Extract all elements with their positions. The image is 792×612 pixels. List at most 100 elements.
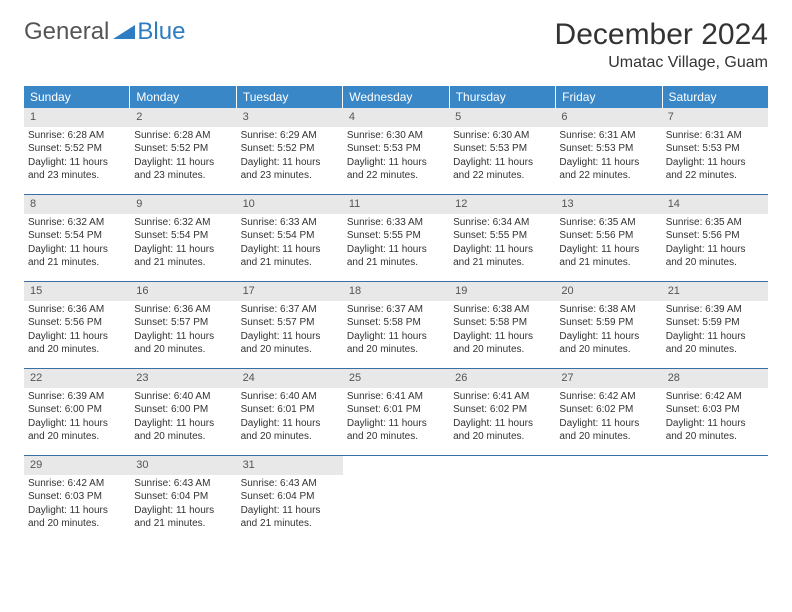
day-cell: 7Sunrise: 6:31 AMSunset: 5:53 PMDaylight… [662, 108, 768, 194]
day-cell: 1Sunrise: 6:28 AMSunset: 5:52 PMDaylight… [24, 108, 130, 194]
day-cell: 26Sunrise: 6:41 AMSunset: 6:02 PMDayligh… [449, 369, 555, 455]
sunset-line: Sunset: 5:52 PM [134, 142, 232, 156]
logo: General Blue [24, 18, 185, 46]
sunrise-line: Sunrise: 6:41 AM [453, 390, 551, 404]
day-body: Sunrise: 6:40 AMSunset: 6:01 PMDaylight:… [237, 388, 343, 450]
day-cell: 5Sunrise: 6:30 AMSunset: 5:53 PMDaylight… [449, 108, 555, 194]
day-number: 9 [130, 195, 236, 214]
daylight-line: Daylight: 11 hours and 20 minutes. [453, 330, 551, 357]
day-body: Sunrise: 6:28 AMSunset: 5:52 PMDaylight:… [24, 127, 130, 189]
sunset-line: Sunset: 5:54 PM [241, 229, 339, 243]
day-cell: 15Sunrise: 6:36 AMSunset: 5:56 PMDayligh… [24, 282, 130, 368]
sunset-line: Sunset: 5:52 PM [241, 142, 339, 156]
day-number: 6 [555, 108, 661, 127]
sunset-line: Sunset: 5:59 PM [666, 316, 764, 330]
day-cell: 17Sunrise: 6:37 AMSunset: 5:57 PMDayligh… [237, 282, 343, 368]
daylight-line: Daylight: 11 hours and 20 minutes. [559, 330, 657, 357]
logo-triangle-icon [113, 23, 135, 44]
day-cell: 22Sunrise: 6:39 AMSunset: 6:00 PMDayligh… [24, 369, 130, 455]
day-number: 17 [237, 282, 343, 301]
sunset-line: Sunset: 5:58 PM [347, 316, 445, 330]
daylight-line: Daylight: 11 hours and 22 minutes. [453, 156, 551, 183]
sunrise-line: Sunrise: 6:42 AM [666, 390, 764, 404]
week-row: 15Sunrise: 6:36 AMSunset: 5:56 PMDayligh… [24, 281, 768, 368]
day-cell: 23Sunrise: 6:40 AMSunset: 6:00 PMDayligh… [130, 369, 236, 455]
day-number: 19 [449, 282, 555, 301]
day-body: Sunrise: 6:33 AMSunset: 5:55 PMDaylight:… [343, 214, 449, 276]
daylight-line: Daylight: 11 hours and 22 minutes. [559, 156, 657, 183]
sunset-line: Sunset: 5:55 PM [347, 229, 445, 243]
sunset-line: Sunset: 6:01 PM [347, 403, 445, 417]
day-body: Sunrise: 6:43 AMSunset: 6:04 PMDaylight:… [237, 475, 343, 537]
day-number: 16 [130, 282, 236, 301]
sunset-line: Sunset: 5:53 PM [666, 142, 764, 156]
day-number: 13 [555, 195, 661, 214]
daylight-line: Daylight: 11 hours and 20 minutes. [666, 243, 764, 270]
sunrise-line: Sunrise: 6:31 AM [666, 129, 764, 143]
daylight-line: Daylight: 11 hours and 21 minutes. [241, 243, 339, 270]
day-body: Sunrise: 6:40 AMSunset: 6:00 PMDaylight:… [130, 388, 236, 450]
day-body: Sunrise: 6:38 AMSunset: 5:58 PMDaylight:… [449, 301, 555, 363]
day-cell: 29Sunrise: 6:42 AMSunset: 6:03 PMDayligh… [24, 456, 130, 542]
day-number: 31 [237, 456, 343, 475]
dow-header: Friday [556, 86, 662, 108]
day-number: 5 [449, 108, 555, 127]
sunrise-line: Sunrise: 6:40 AM [241, 390, 339, 404]
sunrise-line: Sunrise: 6:34 AM [453, 216, 551, 230]
dow-header: Saturday [663, 86, 768, 108]
sunrise-line: Sunrise: 6:38 AM [453, 303, 551, 317]
day-cell: 6Sunrise: 6:31 AMSunset: 5:53 PMDaylight… [555, 108, 661, 194]
dow-row: SundayMondayTuesdayWednesdayThursdayFrid… [24, 86, 768, 108]
day-body: Sunrise: 6:30 AMSunset: 5:53 PMDaylight:… [343, 127, 449, 189]
day-body: Sunrise: 6:31 AMSunset: 5:53 PMDaylight:… [555, 127, 661, 189]
daylight-line: Daylight: 11 hours and 23 minutes. [241, 156, 339, 183]
day-cell [555, 456, 661, 542]
day-body: Sunrise: 6:39 AMSunset: 6:00 PMDaylight:… [24, 388, 130, 450]
day-number: 25 [343, 369, 449, 388]
sunset-line: Sunset: 6:03 PM [28, 490, 126, 504]
daylight-line: Daylight: 11 hours and 21 minutes. [453, 243, 551, 270]
sunrise-line: Sunrise: 6:42 AM [559, 390, 657, 404]
sunset-line: Sunset: 6:01 PM [241, 403, 339, 417]
day-cell: 19Sunrise: 6:38 AMSunset: 5:58 PMDayligh… [449, 282, 555, 368]
sunset-line: Sunset: 5:53 PM [453, 142, 551, 156]
day-cell: 10Sunrise: 6:33 AMSunset: 5:54 PMDayligh… [237, 195, 343, 281]
sunrise-line: Sunrise: 6:38 AM [559, 303, 657, 317]
day-cell [449, 456, 555, 542]
day-body: Sunrise: 6:36 AMSunset: 5:56 PMDaylight:… [24, 301, 130, 363]
day-body: Sunrise: 6:43 AMSunset: 6:04 PMDaylight:… [130, 475, 236, 537]
sunrise-line: Sunrise: 6:36 AM [134, 303, 232, 317]
sunset-line: Sunset: 6:04 PM [134, 490, 232, 504]
sunset-line: Sunset: 5:57 PM [134, 316, 232, 330]
day-cell: 8Sunrise: 6:32 AMSunset: 5:54 PMDaylight… [24, 195, 130, 281]
day-number: 20 [555, 282, 661, 301]
sunset-line: Sunset: 5:54 PM [134, 229, 232, 243]
day-cell [662, 456, 768, 542]
sunrise-line: Sunrise: 6:36 AM [28, 303, 126, 317]
sunset-line: Sunset: 5:56 PM [559, 229, 657, 243]
day-cell: 16Sunrise: 6:36 AMSunset: 5:57 PMDayligh… [130, 282, 236, 368]
dow-header: Wednesday [343, 86, 449, 108]
day-number: 4 [343, 108, 449, 127]
day-cell: 24Sunrise: 6:40 AMSunset: 6:01 PMDayligh… [237, 369, 343, 455]
sunset-line: Sunset: 5:56 PM [666, 229, 764, 243]
daylight-line: Daylight: 11 hours and 20 minutes. [134, 417, 232, 444]
day-body: Sunrise: 6:32 AMSunset: 5:54 PMDaylight:… [130, 214, 236, 276]
day-number: 1 [24, 108, 130, 127]
sunrise-line: Sunrise: 6:39 AM [666, 303, 764, 317]
day-number: 26 [449, 369, 555, 388]
day-number: 22 [24, 369, 130, 388]
day-cell [343, 456, 449, 542]
sunset-line: Sunset: 6:03 PM [666, 403, 764, 417]
sunrise-line: Sunrise: 6:33 AM [347, 216, 445, 230]
month-title: December 2024 [555, 18, 768, 52]
sunrise-line: Sunrise: 6:39 AM [28, 390, 126, 404]
daylight-line: Daylight: 11 hours and 20 minutes. [28, 330, 126, 357]
day-cell: 4Sunrise: 6:30 AMSunset: 5:53 PMDaylight… [343, 108, 449, 194]
dow-header: Monday [130, 86, 236, 108]
logo-text-blue: Blue [137, 18, 185, 46]
day-body: Sunrise: 6:42 AMSunset: 6:03 PMDaylight:… [24, 475, 130, 537]
day-number: 29 [24, 456, 130, 475]
sunset-line: Sunset: 5:59 PM [559, 316, 657, 330]
sunrise-line: Sunrise: 6:43 AM [134, 477, 232, 491]
